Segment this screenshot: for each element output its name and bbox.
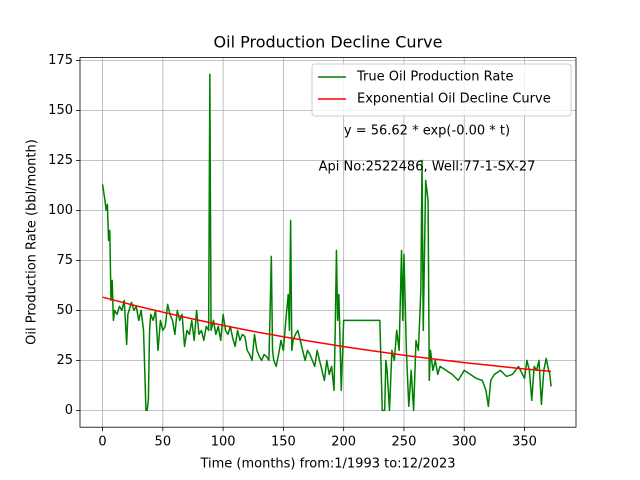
legend-label: Exponential Oil Decline Curve [357,92,551,107]
x-tick-label: 200 [331,435,356,450]
data-line [102,296,552,373]
x-tick-label: 50 [155,435,172,450]
x-tick-label: 350 [512,435,537,450]
y-tick-label: 100 [48,203,73,218]
y-tick-label: 125 [48,153,73,168]
y-tick-label: 0 [65,403,73,418]
annotation: Api No:2522486, Well:77-1-SX-27 [319,160,536,175]
chart-title: Oil Production Decline Curve [214,33,443,52]
x-axis-label: Time (months) from:1/1993 to:12/2023 [199,457,455,472]
plot-lines [101,73,552,412]
y-tick-label: 25 [56,353,73,368]
legend-label: True Oil Production Rate [356,70,513,85]
plot-frame [79,57,577,428]
y-tick-label: 75 [56,253,73,268]
x-tick-label: 100 [211,435,236,450]
data-line [101,73,552,412]
y-tick-label: 150 [48,103,73,118]
y-axis-label: Oil Production Rate (bbl/month) [25,139,40,345]
legend-box [311,63,572,117]
x-tick-label: 300 [452,435,477,450]
y-tick-label: 50 [56,303,73,318]
y-tick-label: 175 [48,53,73,68]
legend: True Oil Production Rate Exponential Oil … [318,70,551,107]
x-tick-label: 150 [271,435,296,450]
axes: 0 50 100 150 200 250 300 350 0 25 50 75 100 125 150 175 [48,53,537,450]
x-tick-label: 0 [98,435,106,450]
annotation: y = 56.62 * exp(-0.00 * t) [344,124,510,139]
x-tick-label: 250 [392,435,417,450]
